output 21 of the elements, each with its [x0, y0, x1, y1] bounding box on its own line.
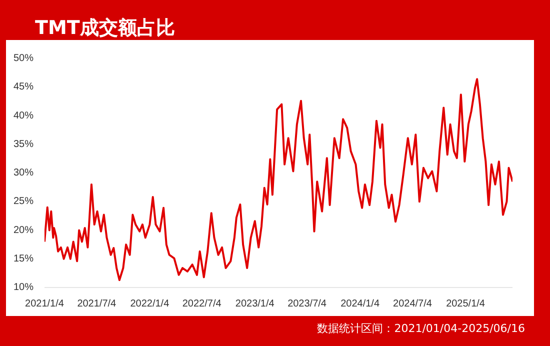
line-series	[44, 78, 512, 282]
y-tick-label: 15%	[13, 253, 34, 264]
y-tick-label: 40%	[13, 110, 34, 122]
x-tick-label: 2023/1/4	[235, 298, 275, 310]
x-tick-label: 2022/7/4	[182, 298, 222, 310]
y-tick-label: 50%	[13, 53, 34, 64]
x-tick-label: 2021/1/4	[25, 298, 64, 310]
text: 数据统计区间：2021/01/04-2025/06/16	[317, 321, 525, 337]
y-tick-label: 10%	[13, 282, 34, 293]
x-tick-label: 2022/1/4	[130, 298, 170, 310]
chart-title: TMT成交额占比	[35, 16, 175, 41]
y-tick-label: 30%	[13, 168, 34, 178]
x-tick-label: 2023/7/4	[288, 298, 327, 310]
y-tick-label: 35%	[13, 138, 34, 150]
y-tick-label: 25%	[13, 196, 34, 208]
x-tick-label: 2021/7/4	[77, 298, 117, 310]
x-tick-label: 2025/1/4	[446, 298, 486, 310]
y-tick-label: 20%	[13, 224, 34, 236]
x-tick-label: 2024/7/4	[393, 298, 432, 310]
y-tick-label: 45%	[13, 82, 34, 93]
x-tick-label: 2024/1/4	[340, 298, 380, 310]
